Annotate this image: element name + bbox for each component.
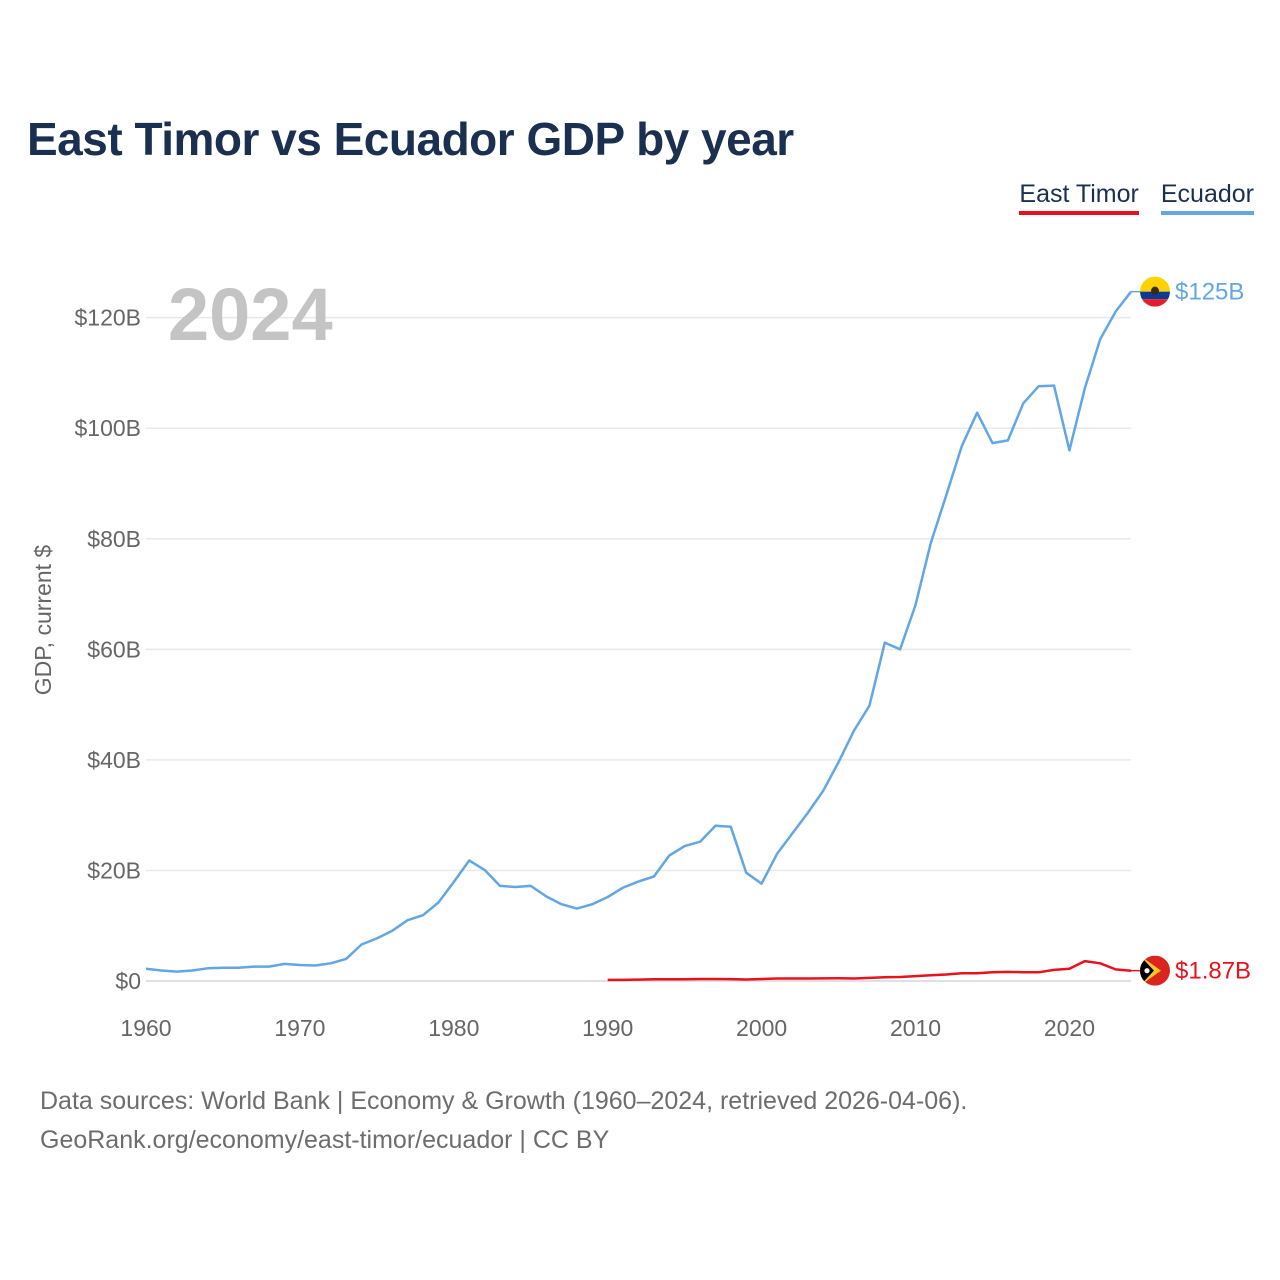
end-value-label: $125B: [1175, 279, 1244, 306]
end-markers: [1140, 276, 1170, 986]
x-axis-ticks: 1960 1970 1980 1990 2000 2010 2020: [120, 1015, 1095, 1041]
end-labels: $125B $1.87B: [1175, 279, 1251, 985]
ecuador-flag-icon: [1140, 276, 1170, 307]
y-tick-label: $20B: [87, 857, 141, 883]
y-tick-label: $0: [115, 968, 141, 994]
footer: Data sources: World Bank | Economy & Gro…: [40, 1082, 967, 1160]
y-axis-label: GDP, current $: [30, 545, 56, 696]
y-tick-label: $40B: [87, 747, 141, 773]
end-value-label: $1.87B: [1175, 958, 1251, 985]
legend-item-ecuador[interactable]: Ecuador: [1160, 180, 1254, 215]
y-axis-ticks: $0 $20B $40B $60B $80B $100B $120B: [74, 305, 141, 994]
year-watermark: 2024: [168, 273, 333, 356]
footer-attribution: GeoRank.org/economy/east-timor/ecuador |…: [40, 1126, 610, 1154]
y-tick-label: $120B: [74, 305, 141, 331]
x-tick-label: 2000: [736, 1015, 787, 1041]
series-line-ecuador[interactable]: [145, 290, 1132, 973]
legend: East Timor Ecuador: [1019, 180, 1254, 215]
x-tick-label: 1960: [120, 1015, 171, 1041]
east-timor-flag-icon: [1140, 955, 1170, 986]
grid-lines: [146, 316, 1131, 982]
y-tick-label: $60B: [87, 636, 141, 662]
x-tick-label: 2020: [1044, 1015, 1095, 1041]
x-tick-label: 1970: [274, 1015, 325, 1041]
legend-item-east-timor[interactable]: East Timor: [1019, 180, 1139, 215]
chart-title: East Timor vs Ecuador GDP by year: [27, 113, 794, 165]
gdp-line-chart: 2024 $0$20B$40B$60B$80B$100B$120B 1960 19…: [30, 273, 1251, 1041]
x-tick-label: 2010: [890, 1015, 941, 1041]
x-tick-label: 1990: [582, 1015, 633, 1041]
series-line-east-timor[interactable]: [607, 959, 1132, 982]
footer-sources: Data sources: World Bank | Economy & Gro…: [40, 1087, 968, 1115]
y-tick-label: $80B: [87, 526, 141, 552]
y-tick-label: $100B: [74, 415, 141, 441]
series-lines: [145, 290, 1140, 982]
x-tick-label: 1980: [428, 1015, 479, 1041]
